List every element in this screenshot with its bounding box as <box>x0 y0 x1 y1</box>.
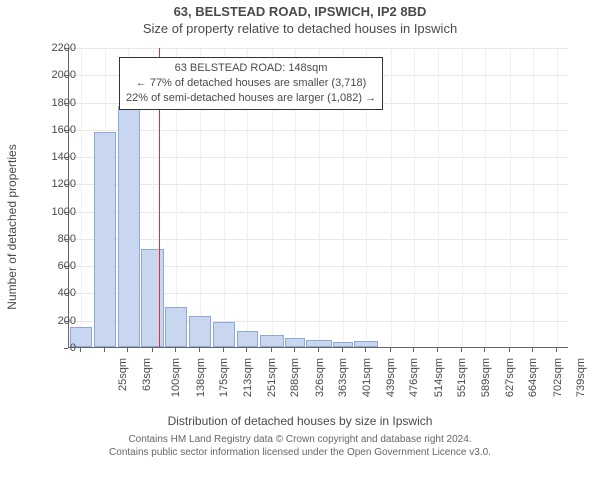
credits-line2: Contains public sector information licen… <box>0 447 600 460</box>
histogram-bar <box>354 341 378 347</box>
y-tick-label: 1000 <box>36 206 76 218</box>
histogram-bar <box>333 342 353 347</box>
y-tick-label: 400 <box>36 287 76 299</box>
annotation-line: ← 77% of detached houses are smaller (3,… <box>126 76 376 91</box>
y-tick-label: 800 <box>36 233 76 245</box>
histogram-bar <box>260 335 284 347</box>
y-tick-label: 2200 <box>36 42 76 54</box>
x-tick-label: 138sqm <box>195 358 207 397</box>
x-tick-label: 213sqm <box>242 358 254 397</box>
histogram-bar <box>285 338 305 347</box>
x-tick-label: 401sqm <box>361 358 373 397</box>
y-axis-label: Number of detached properties <box>5 144 19 309</box>
annotation-line: 22% of semi-detached houses are larger (… <box>126 91 376 106</box>
histogram-bar <box>118 106 140 347</box>
histogram-bar <box>213 322 236 347</box>
x-tick-label: 63sqm <box>141 358 153 391</box>
x-tick-label: 551sqm <box>456 358 468 397</box>
page-title: 63, BELSTEAD ROAD, IPSWICH, IP2 8BD <box>0 4 600 19</box>
histogram-bar <box>94 132 117 347</box>
y-tick-label: 1800 <box>36 97 76 109</box>
x-tick-label: 589sqm <box>480 358 492 397</box>
x-axis-label: Distribution of detached houses by size … <box>0 414 600 428</box>
chart-container: Number of detached properties 63 BELSTEA… <box>20 42 580 412</box>
annotation-line: 63 BELSTEAD ROAD: 148sqm <box>126 61 376 76</box>
page-subtitle: Size of property relative to detached ho… <box>0 21 600 36</box>
y-tick-label: 2000 <box>36 69 76 81</box>
histogram-bar <box>165 307 187 347</box>
x-tick-label: 175sqm <box>218 358 230 397</box>
plot-area: 63 BELSTEAD ROAD: 148sqm← 77% of detache… <box>68 48 568 348</box>
annotation-box: 63 BELSTEAD ROAD: 148sqm← 77% of detache… <box>119 57 383 110</box>
x-tick-label: 664sqm <box>528 358 540 397</box>
x-tick-label: 326sqm <box>314 358 326 397</box>
histogram-bar <box>306 340 331 348</box>
y-tick-label: 1400 <box>36 151 76 163</box>
x-tick-label: 439sqm <box>385 358 397 397</box>
x-tick-label: 363sqm <box>337 358 349 397</box>
credits-line1: Contains HM Land Registry data © Crown c… <box>0 434 600 447</box>
x-tick-label: 702sqm <box>552 358 564 397</box>
x-tick-label: 288sqm <box>290 358 302 397</box>
x-tick-label: 514sqm <box>433 358 445 397</box>
x-tick-label: 739sqm <box>575 358 587 397</box>
histogram-bar <box>141 249 164 347</box>
histogram-bar <box>237 331 259 347</box>
x-tick-label: 251sqm <box>266 358 278 397</box>
x-tick-label: 100sqm <box>171 358 183 397</box>
x-tick-label: 25sqm <box>117 358 129 391</box>
x-tick-label: 476sqm <box>409 358 421 397</box>
y-tick-label: 600 <box>36 260 76 272</box>
y-tick-label: 1200 <box>36 178 76 190</box>
y-tick-label: 0 <box>36 342 76 354</box>
y-tick-label: 1600 <box>36 124 76 136</box>
credits: Contains HM Land Registry data © Crown c… <box>0 434 600 459</box>
histogram-bar <box>189 316 212 347</box>
x-tick-label: 627sqm <box>504 358 516 397</box>
y-tick-label: 200 <box>36 315 76 327</box>
